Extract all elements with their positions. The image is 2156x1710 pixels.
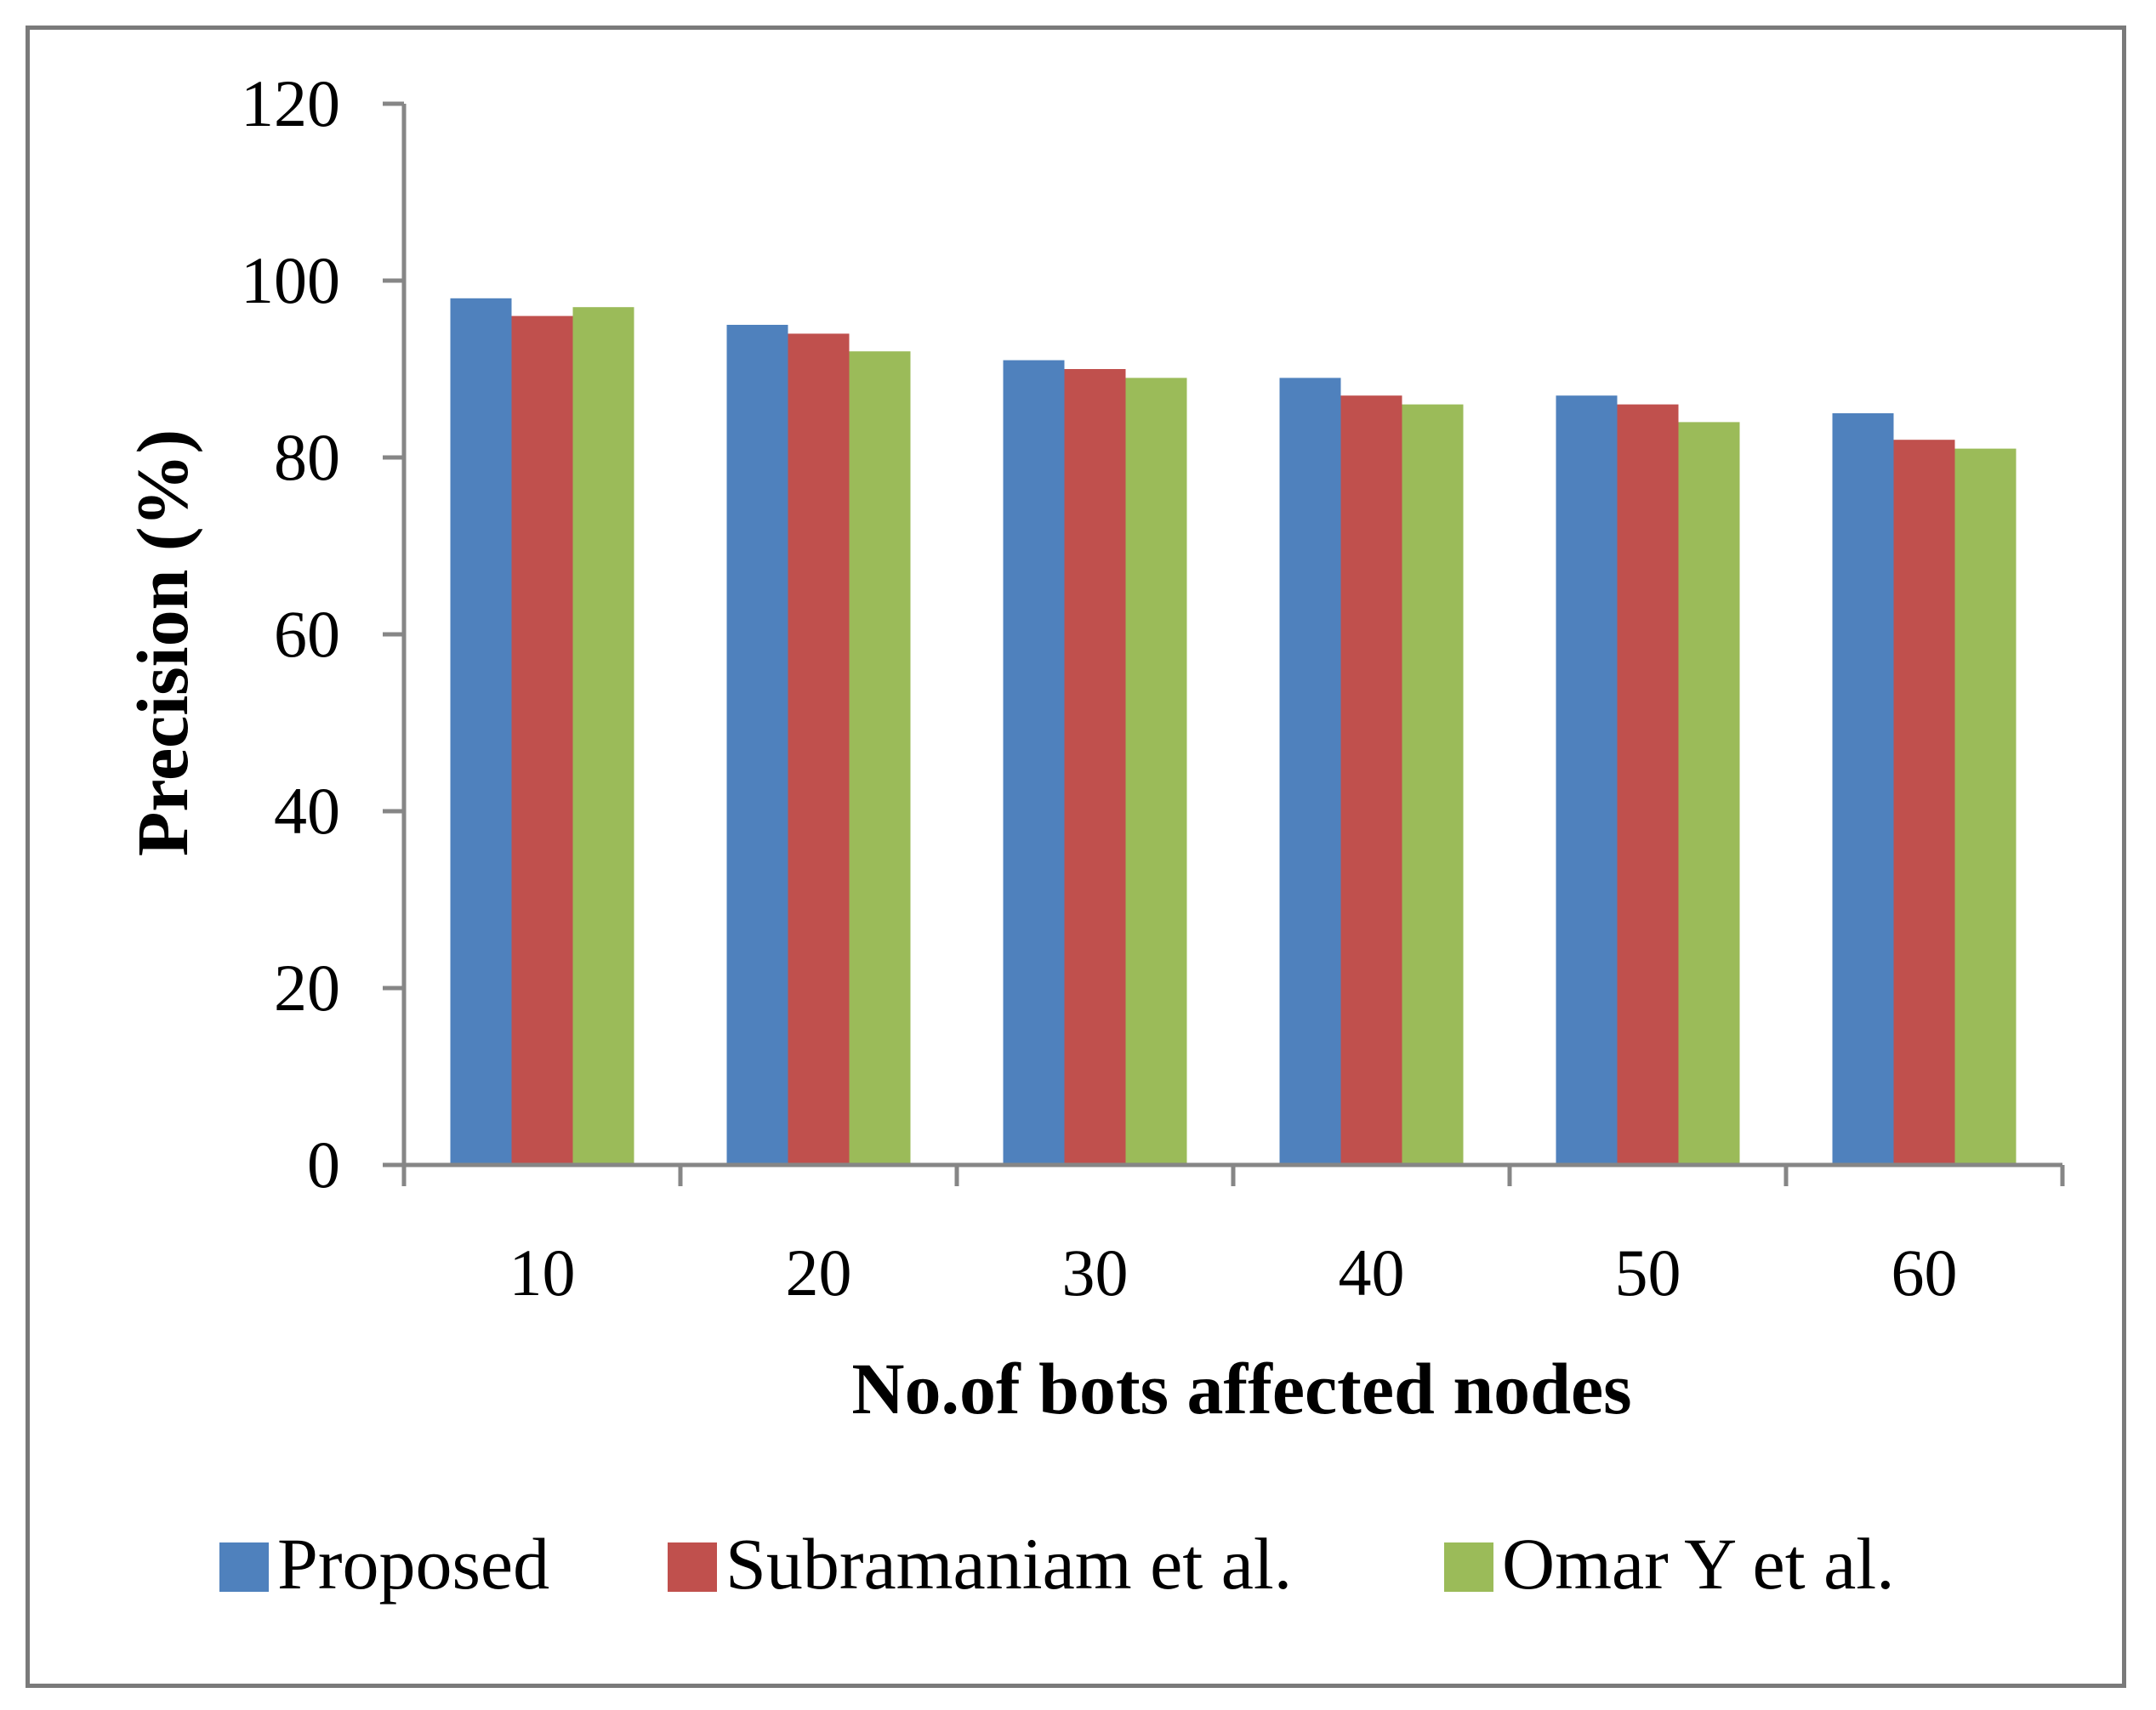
legend-label: Proposed (277, 1523, 549, 1605)
bar-proposed-10 (450, 298, 512, 1165)
y-axis-title: Precision (%) (122, 429, 203, 856)
bar-subramaniam-et-al-60 (1893, 440, 1955, 1165)
x-tick-label: 10 (509, 1236, 576, 1309)
x-tick-label: 50 (1615, 1236, 1681, 1309)
y-tick-label: 80 (274, 420, 340, 494)
bar-proposed-30 (1003, 360, 1065, 1166)
x-ticks: 10 20 30 40 50 60 (401, 1165, 2065, 1309)
bar-proposed-40 (1279, 378, 1341, 1165)
bar-subramaniam-et-al-40 (1340, 395, 1402, 1165)
legend-swatch (668, 1542, 717, 1592)
legend-swatch (1444, 1542, 1493, 1592)
legend-swatch (219, 1542, 269, 1592)
bar-omar-y-et-al-20 (849, 351, 911, 1165)
axes-layer (401, 104, 2062, 1167)
bar-proposed-20 (726, 325, 788, 1165)
bar-proposed-50 (1556, 395, 1618, 1165)
bar-omar-y-et-al-30 (1125, 378, 1187, 1165)
bar-proposed-60 (1832, 413, 1894, 1165)
legend: Proposed Subramaniam et al. Omar Y et al. (219, 1523, 1895, 1605)
y-tick-label: 40 (274, 774, 340, 848)
bar-omar-y-et-al-50 (1678, 422, 1740, 1165)
y-tick-label: 60 (274, 597, 340, 671)
x-axis-title: No.of bots affected nodes (851, 1348, 1631, 1429)
legend-label: Subramaniam et al. (725, 1523, 1292, 1605)
y-tick-label: 100 (241, 243, 340, 317)
x-tick-label: 30 (1062, 1236, 1129, 1309)
bar-omar-y-et-al-40 (1402, 404, 1464, 1166)
y-tick-label: 20 (274, 951, 340, 1025)
x-tick-label: 20 (786, 1236, 852, 1309)
x-tick-label: 40 (1339, 1236, 1405, 1309)
bar-omar-y-et-al-60 (1954, 448, 2017, 1165)
y-ticks: 0 20 40 60 80 100 120 (241, 66, 404, 1202)
bar-subramaniam-et-al-20 (788, 333, 850, 1165)
bar-subramaniam-et-al-50 (1617, 404, 1679, 1166)
y-tick-label: 0 (307, 1128, 340, 1202)
bar-subramaniam-et-al-30 (1064, 369, 1126, 1165)
x-tick-label: 60 (1891, 1236, 1958, 1309)
bar-subramaniam-et-al-10 (511, 315, 573, 1166)
legend-label: Omar Y et al. (1502, 1523, 1895, 1605)
bars-layer (450, 298, 2017, 1166)
y-tick-label: 120 (241, 66, 340, 140)
bar-omar-y-et-al-10 (572, 307, 634, 1165)
